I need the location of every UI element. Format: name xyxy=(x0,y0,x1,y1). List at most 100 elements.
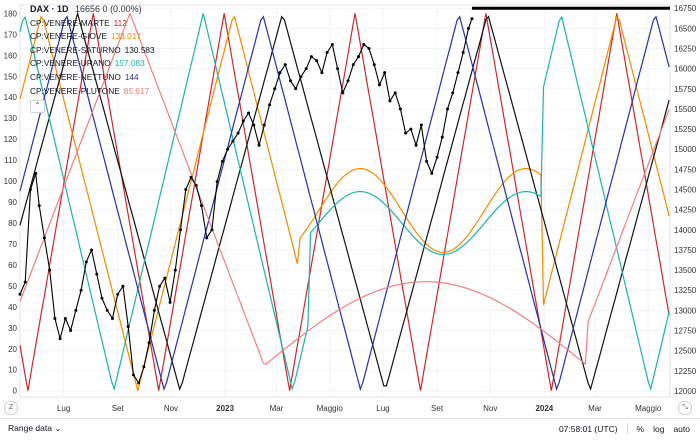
price-point xyxy=(404,131,408,135)
price-point xyxy=(409,127,413,131)
price-point xyxy=(440,135,444,139)
price-point xyxy=(351,63,355,67)
price-point xyxy=(388,99,392,103)
price-point xyxy=(110,316,114,320)
price-point xyxy=(189,175,193,179)
price-point xyxy=(273,87,277,91)
legend-entry[interactable]: CP:VENERE-URANO 157.083 xyxy=(30,57,155,71)
price-point xyxy=(372,63,376,67)
x-tick-label: Mar xyxy=(270,404,284,413)
price-point xyxy=(74,308,78,312)
left-tick-label: 0 xyxy=(13,387,18,396)
legend-entry-value: 157.083 xyxy=(114,58,145,69)
price-point xyxy=(63,316,67,320)
left-tick-label: 80 xyxy=(8,219,17,228)
left-tick-label: 100 xyxy=(4,177,18,186)
price-point xyxy=(367,47,371,51)
price-point xyxy=(294,87,298,91)
price-point xyxy=(48,268,52,272)
price-point xyxy=(446,107,450,111)
price-point xyxy=(247,111,251,115)
x-tick-label: Nov xyxy=(164,404,178,413)
price-point xyxy=(435,155,439,159)
time-readout: 07:58:01 (UTC) xyxy=(558,423,618,434)
range-data-button[interactable]: Range data ⌄ xyxy=(8,423,61,434)
price-point xyxy=(383,71,387,75)
right-tick-label: 14750 xyxy=(674,165,697,174)
price-point xyxy=(330,42,334,46)
left-tick-label: 20 xyxy=(8,345,17,354)
price-point xyxy=(262,123,266,127)
price-point xyxy=(470,17,474,21)
legend-entry[interactable]: CP:VENERE-NETTUNO 144 xyxy=(30,71,155,85)
price-point xyxy=(137,381,141,385)
legend-entry[interactable]: CP:VENERE-SATURNO 130.583 xyxy=(30,44,155,58)
chart-title-row[interactable]: DAX · 1D 16656 0 (0.00%) xyxy=(30,3,155,17)
price-point xyxy=(451,91,455,95)
left-tick-label: 180 xyxy=(4,9,18,18)
price-point xyxy=(205,236,209,240)
legend-entry-value: 85.617 xyxy=(123,85,150,96)
price-point xyxy=(341,91,345,95)
right-tick-label: 12750 xyxy=(674,327,697,336)
price-point xyxy=(430,171,434,175)
legend-entry[interactable]: CP:VENERE-PLUTONE 85.617 xyxy=(30,85,155,99)
x-tick-label: 2023 xyxy=(216,404,234,413)
price-point xyxy=(173,268,177,272)
price-point xyxy=(288,79,292,83)
price-point xyxy=(419,123,423,127)
series-line-cp-venere-giove xyxy=(19,15,670,391)
left-tick-label: 140 xyxy=(4,93,18,102)
right-tick-label: 16500 xyxy=(674,24,697,33)
right-tick-label: 14500 xyxy=(674,186,697,195)
footer-controls: 07:58:01 (UTC) % log auto xyxy=(559,423,690,434)
left-tick-label: 170 xyxy=(4,30,18,39)
x-tick-label: Lug xyxy=(57,404,70,413)
left-tick-label: 160 xyxy=(4,51,18,60)
price-point xyxy=(299,75,303,79)
legend-entry[interactable]: CP:VENERE-MARTE 112 xyxy=(30,17,155,31)
price-point xyxy=(163,276,167,280)
percent-scale-button[interactable]: % xyxy=(636,423,645,434)
series-line-cp-venere-plutone xyxy=(19,11,670,366)
right-tick-label: 13750 xyxy=(674,246,697,255)
x-tick-label: Maggio xyxy=(635,404,662,413)
price-point xyxy=(325,51,329,55)
left-tick-label: 70 xyxy=(8,240,17,249)
price-point xyxy=(231,139,235,143)
price-point xyxy=(283,63,287,67)
price-point xyxy=(362,42,366,46)
x-tick-label: Lug xyxy=(376,404,389,413)
price-point xyxy=(466,26,470,30)
price-point xyxy=(393,91,397,95)
legend-entry[interactable]: CP:VENERE-GIOVE 133.017 xyxy=(30,30,155,44)
price-point xyxy=(121,284,125,288)
price-point xyxy=(131,373,135,377)
price-point xyxy=(42,236,46,240)
right-tick-label: 15250 xyxy=(674,125,697,134)
price-point xyxy=(53,316,57,320)
price-point xyxy=(194,183,198,187)
price-point xyxy=(226,147,230,151)
right-tick-label: 16750 xyxy=(674,4,697,13)
price-point xyxy=(79,288,83,292)
x-tick-label: Nov xyxy=(483,404,497,413)
legend-series-list: CP:VENERE-MARTE 112 CP:VENERE-GIOVE 133.017… xyxy=(30,17,155,99)
series-line-cp-venere-nettuno xyxy=(19,15,670,391)
price-point xyxy=(210,228,214,232)
right-tick-label: 13000 xyxy=(674,306,697,315)
corner-left-button[interactable]: Z xyxy=(4,401,18,415)
price-point xyxy=(37,204,41,208)
auto-scale-button[interactable]: auto xyxy=(673,423,690,434)
legend-collapse-button[interactable]: ⌃ xyxy=(30,100,45,114)
corner-right-button[interactable]: ⤡ xyxy=(678,401,692,415)
right-tick-label: 14250 xyxy=(674,206,697,215)
price-point xyxy=(152,308,156,312)
price-point xyxy=(69,329,73,333)
log-scale-button[interactable]: log xyxy=(653,423,665,434)
x-tick-label: Set xyxy=(112,404,125,413)
x-tick-label: Mar xyxy=(588,404,602,413)
price-point xyxy=(126,324,130,328)
price-point xyxy=(158,284,162,288)
